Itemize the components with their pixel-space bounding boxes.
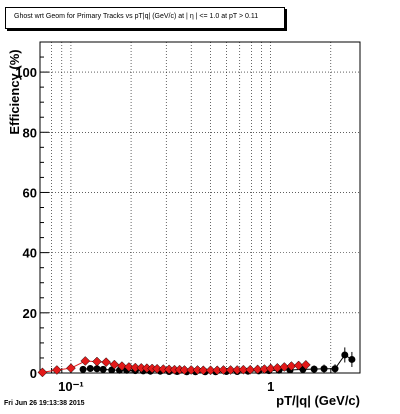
y-tick-label: 40 <box>23 246 37 261</box>
chart-title: Ghost wrt Geom for Primary Tracks vs pT|… <box>14 13 259 20</box>
data-point-red <box>109 359 120 370</box>
y-tick-label: 80 <box>23 125 37 140</box>
data-point-red <box>124 362 134 372</box>
data-point-red <box>225 365 236 375</box>
data-point-red <box>92 356 102 367</box>
y-tick-label: 100 <box>15 65 37 80</box>
data-point-black <box>93 365 101 373</box>
data-point-black <box>341 351 349 359</box>
data-point-red <box>101 357 111 368</box>
data-point-red <box>66 363 76 374</box>
data-point-red <box>117 361 127 371</box>
data-point-red <box>198 365 209 376</box>
data-point-red <box>238 364 249 375</box>
data-point-black <box>86 364 94 372</box>
footer-timestamp: Fri Jun 26 19:13:38 2015 <box>4 400 85 407</box>
data-point-black <box>331 365 339 373</box>
y-tick-label: 60 <box>23 185 37 200</box>
data-point-red <box>205 365 216 376</box>
chart-title-box: Ghost wrt Geom for Primary Tracks vs pT|… <box>5 7 285 29</box>
data-point-red <box>179 365 190 375</box>
data-point-red <box>152 363 162 374</box>
data-point-red <box>80 356 91 366</box>
data-point-black <box>310 365 318 373</box>
data-point-black <box>320 365 328 373</box>
x-axis-label: pT/|q| (GeV/c) <box>276 393 360 408</box>
x-tick-label: 1 <box>267 379 274 394</box>
data-point-black <box>99 365 107 373</box>
data-point-red <box>218 365 229 375</box>
data-point-black <box>79 365 87 373</box>
plot-frame <box>39 41 361 374</box>
data-point-red <box>252 364 263 375</box>
data-point-red <box>293 360 304 371</box>
data-point-red <box>51 365 62 375</box>
data-point-red <box>245 364 256 375</box>
data-point-red <box>286 361 297 371</box>
data-point-black <box>348 355 356 363</box>
data-point-red <box>37 367 48 378</box>
data-point-red <box>301 360 311 370</box>
y-tick-label: 0 <box>30 366 37 381</box>
y-tick-label: 20 <box>23 306 37 321</box>
y-axis-label: Efficiency (%) <box>7 49 22 134</box>
x-tick-label: 10⁻¹ <box>58 379 84 394</box>
